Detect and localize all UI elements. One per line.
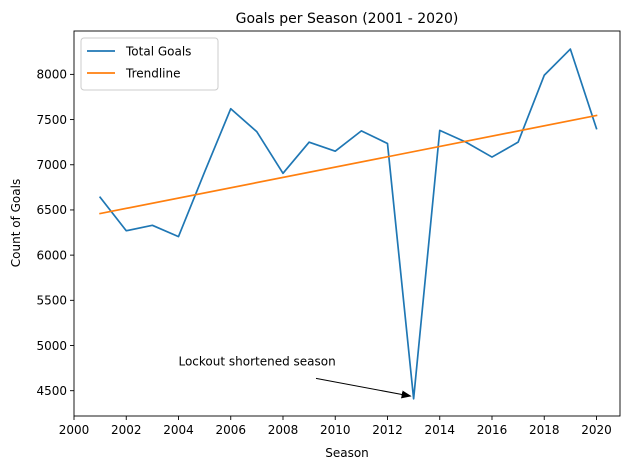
annotation-arrow [316,378,411,396]
legend-label-trendline: Trendline [125,67,181,81]
x-axis-ticks: 2000 2002 2004 2006 2008 2010 2012 2014 2016 2018… [59,416,612,437]
x-tick-label: 2000 [59,423,90,437]
x-tick-label: 2006 [215,423,246,437]
x-tick-label: 2020 [581,423,612,437]
series-layer [100,49,596,399]
x-tick-label: 2018 [529,423,560,437]
y-tick-label: 6000 [36,248,67,262]
y-axis-label: Count of Goals [9,179,23,267]
x-tick-label: 2016 [477,423,508,437]
x-axis-label: Season [325,446,369,460]
x-tick-label: 2004 [163,423,194,437]
x-tick-label: 2012 [372,423,403,437]
y-tick-label: 7500 [36,113,67,127]
chart-legend: Total Goals Trendline [81,38,218,90]
y-axis-ticks: 4500 5000 5500 6000 6500 7000 7500 8000 [36,68,74,398]
y-tick-label: 8000 [36,68,67,82]
y-tick-label: 6500 [36,203,67,217]
y-tick-label: 5500 [36,294,67,308]
y-tick-label: 7000 [36,158,67,172]
x-tick-label: 2002 [111,423,142,437]
x-tick-label: 2014 [424,423,455,437]
y-tick-label: 4500 [36,384,67,398]
chart-title: Goals per Season (2001 - 2020) [236,11,459,27]
series-line-total-goals [100,49,596,399]
y-tick-label: 5000 [36,339,67,353]
annotation-layer: Lockout shortened season [178,354,410,396]
x-tick-label: 2010 [320,423,351,437]
legend-label-total-goals: Total Goals [125,45,191,59]
annotation-label: Lockout shortened season [178,354,335,368]
x-tick-label: 2008 [268,423,299,437]
series-line-trendline [100,116,596,214]
